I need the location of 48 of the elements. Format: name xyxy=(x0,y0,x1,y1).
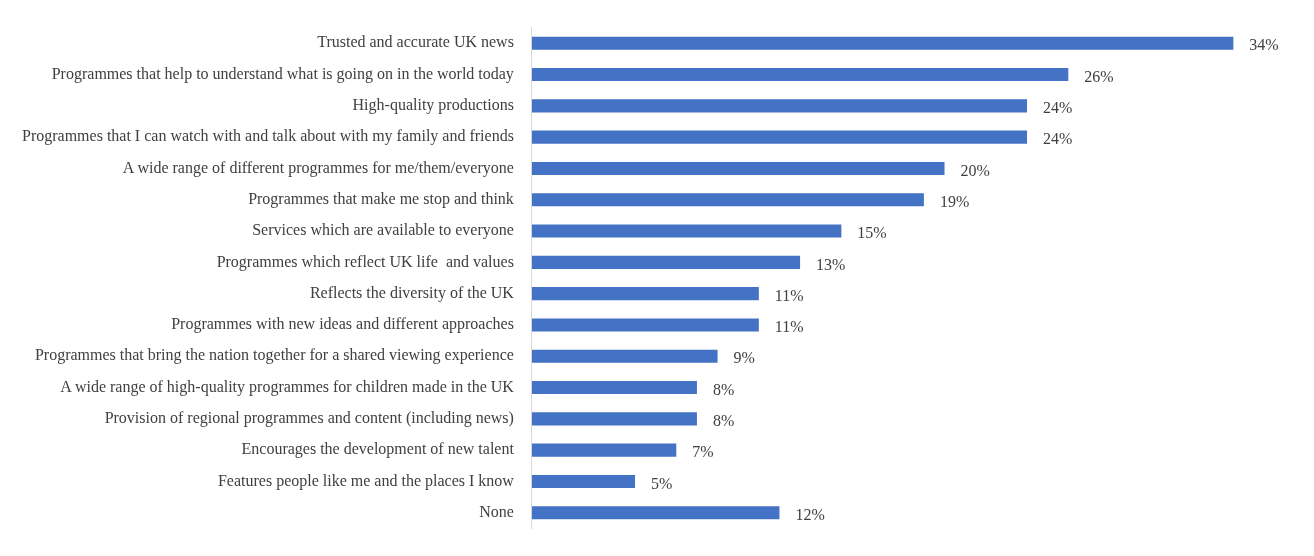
bar xyxy=(531,130,1028,144)
data-label: 15% xyxy=(857,224,887,242)
y-tick-label: Provision of regional programmes and content (including news) xyxy=(104,409,514,428)
data-label: 12% xyxy=(795,505,825,523)
data-label: 24% xyxy=(1043,99,1073,117)
bar xyxy=(531,506,780,520)
bar xyxy=(531,224,842,238)
y-tick-label: Encourages the development of new talent xyxy=(241,440,515,459)
data-label: 8% xyxy=(712,412,735,430)
y-tick-label: Services which are available to everyone xyxy=(252,221,514,240)
y-tick-label: Programmes that make me stop and think xyxy=(248,189,514,208)
data-label: 20% xyxy=(960,161,990,179)
bar xyxy=(531,161,945,176)
y-tick-label: Features people like me and the places I know xyxy=(217,471,515,490)
bar xyxy=(531,193,924,207)
data-label: 34% xyxy=(1249,36,1279,54)
bar xyxy=(531,412,697,426)
y-tick-label: Reflects the diversity of the UK xyxy=(309,283,515,302)
y-tick-label: Programmes that I can watch with and talk about with my family and friends xyxy=(22,127,514,146)
y-tick-label: Programmes that bring the nation together for a shared viewing experience xyxy=(34,346,514,365)
y-tick-label: A wide range of high-quality programmes for children made in the UK xyxy=(60,377,515,396)
bar xyxy=(531,99,1028,113)
y-tick-label: Trusted and accurate UK news xyxy=(317,33,514,51)
bar xyxy=(531,287,759,301)
data-label: 7% xyxy=(692,443,714,461)
bar xyxy=(531,318,759,332)
data-label: 11% xyxy=(774,318,804,336)
y-tick-label: None xyxy=(479,502,514,520)
data-label: 13% xyxy=(816,255,846,273)
data-label: 9% xyxy=(733,349,755,367)
data-label: 5% xyxy=(651,474,673,492)
data-label: 19% xyxy=(939,192,970,210)
data-label: 24% xyxy=(1043,130,1073,148)
data-label: 26% xyxy=(1084,67,1114,85)
bar xyxy=(531,67,1069,82)
data-label: 11% xyxy=(774,286,804,304)
bar xyxy=(531,36,1234,50)
bar xyxy=(531,380,697,395)
bar xyxy=(531,255,801,269)
y-tick-label: Programmes which reflect UK life and values xyxy=(216,252,514,271)
bar xyxy=(531,443,677,457)
bar xyxy=(531,349,718,363)
data-label: 8% xyxy=(712,380,735,398)
y-tick-label: Programmes with new ideas and different approaches xyxy=(171,315,514,334)
y-tick-label: High-quality productions xyxy=(352,96,514,115)
y-tick-label: Programmes that help to understand what is going on in the world today xyxy=(51,64,514,83)
bar xyxy=(531,474,636,489)
y-tick-label: A wide range of different programmes for me/them/everyone xyxy=(122,158,514,177)
